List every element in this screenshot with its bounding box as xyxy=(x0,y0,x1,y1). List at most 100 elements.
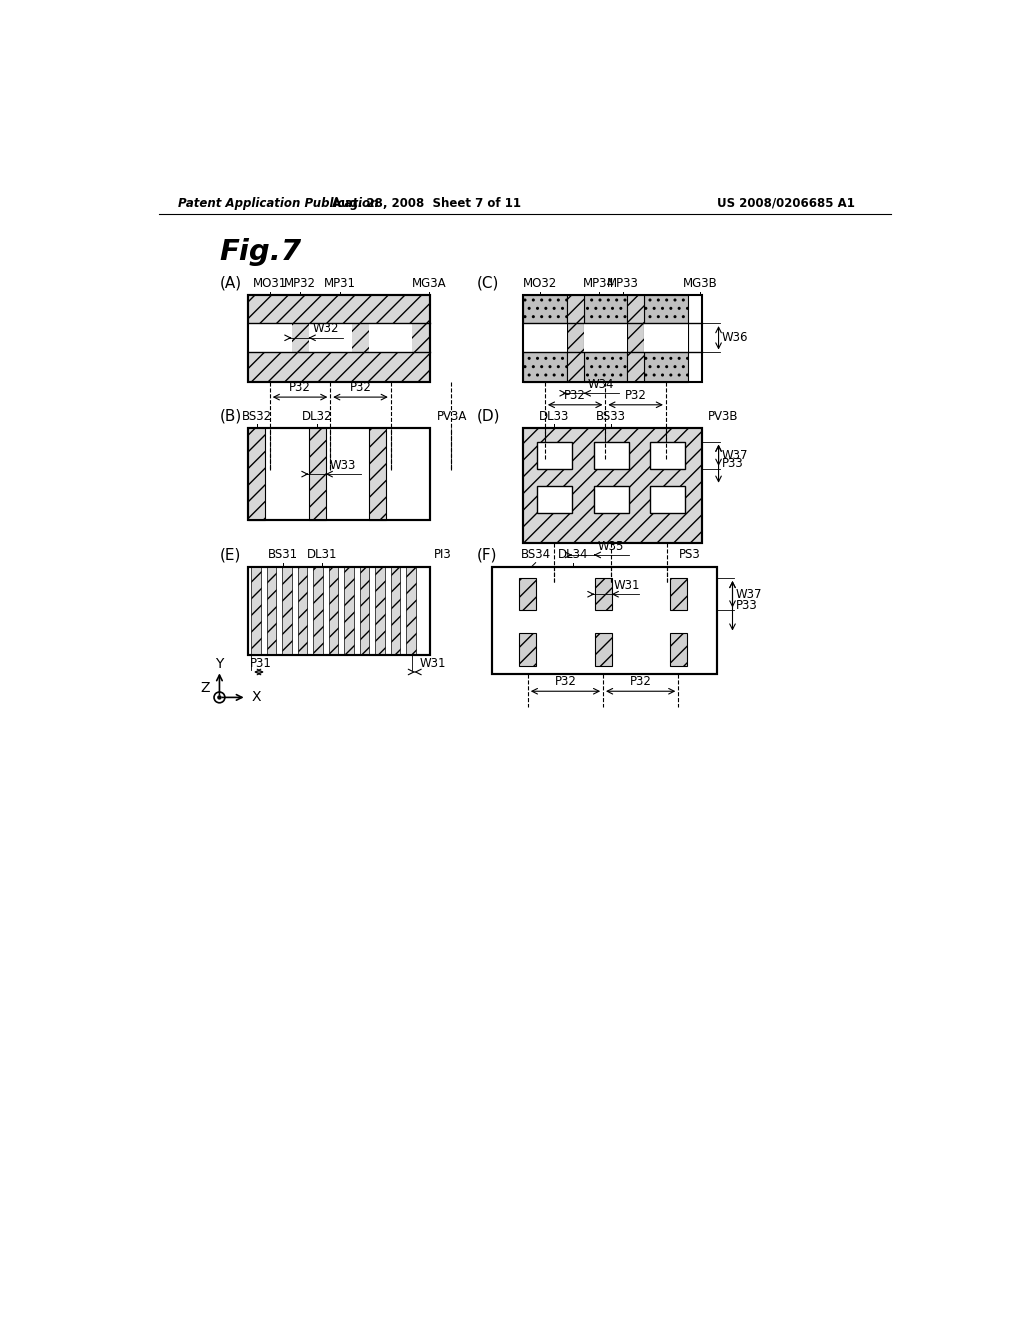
Bar xyxy=(369,428,386,520)
Bar xyxy=(248,323,292,352)
Bar xyxy=(248,428,430,520)
Bar xyxy=(644,296,687,381)
Text: (F): (F) xyxy=(477,548,498,562)
Text: W31: W31 xyxy=(420,656,445,669)
Bar xyxy=(493,566,717,675)
Text: MP34: MP34 xyxy=(584,277,615,290)
Bar xyxy=(538,442,572,469)
Bar xyxy=(566,296,584,381)
Text: W32: W32 xyxy=(312,322,339,335)
Bar xyxy=(670,634,687,665)
Bar xyxy=(523,296,566,381)
Text: MG3A: MG3A xyxy=(412,277,446,290)
Bar xyxy=(248,566,430,655)
Text: MO31: MO31 xyxy=(253,277,287,290)
Text: W34: W34 xyxy=(588,378,614,391)
Text: Z: Z xyxy=(201,681,210,696)
Bar xyxy=(595,634,611,665)
Text: (E): (E) xyxy=(219,548,241,562)
Text: Y: Y xyxy=(215,657,223,672)
Text: DL32: DL32 xyxy=(302,409,333,422)
Text: DL33: DL33 xyxy=(539,409,569,422)
Text: BS34: BS34 xyxy=(520,548,551,561)
Text: P32: P32 xyxy=(564,388,586,401)
Text: P31: P31 xyxy=(250,656,271,669)
Text: PS3: PS3 xyxy=(679,548,700,561)
Text: P32: P32 xyxy=(349,381,372,395)
Bar xyxy=(248,428,265,520)
Text: DL34: DL34 xyxy=(558,548,588,561)
Text: P32: P32 xyxy=(555,675,577,688)
Text: W33: W33 xyxy=(330,459,356,471)
Text: MO32: MO32 xyxy=(523,277,557,290)
Bar xyxy=(313,566,323,655)
Text: (A): (A) xyxy=(219,276,242,290)
Text: Aug. 28, 2008  Sheet 7 of 11: Aug. 28, 2008 Sheet 7 of 11 xyxy=(332,197,521,210)
Bar xyxy=(519,634,537,665)
Bar xyxy=(523,323,566,352)
Bar xyxy=(538,486,572,512)
Bar xyxy=(407,566,416,655)
Circle shape xyxy=(218,696,221,700)
Text: (D): (D) xyxy=(477,409,501,424)
Bar xyxy=(251,566,260,655)
Bar xyxy=(493,566,717,675)
Text: P33: P33 xyxy=(722,457,743,470)
Text: US 2008/0206685 A1: US 2008/0206685 A1 xyxy=(717,197,855,210)
Bar xyxy=(595,578,611,610)
Bar xyxy=(523,428,701,544)
Bar xyxy=(375,566,385,655)
Text: P33: P33 xyxy=(735,599,758,612)
Bar xyxy=(308,323,352,352)
Text: BS32: BS32 xyxy=(242,409,271,422)
Text: PV3B: PV3B xyxy=(708,409,738,422)
Text: W37: W37 xyxy=(735,587,762,601)
Bar xyxy=(298,566,307,655)
Bar xyxy=(329,566,338,655)
Text: W36: W36 xyxy=(722,331,749,345)
Bar xyxy=(523,296,701,381)
Bar xyxy=(584,296,627,381)
Text: Fig.7: Fig.7 xyxy=(219,239,302,267)
Text: (B): (B) xyxy=(219,409,242,424)
Text: W35: W35 xyxy=(598,540,624,553)
Bar xyxy=(627,296,644,381)
Bar xyxy=(519,578,537,610)
Bar xyxy=(266,566,276,655)
Text: P32: P32 xyxy=(625,388,646,401)
Bar xyxy=(644,323,687,352)
Bar xyxy=(359,566,369,655)
Bar xyxy=(248,566,430,655)
Text: W31: W31 xyxy=(614,579,640,591)
Text: P32: P32 xyxy=(289,381,311,395)
Text: BS31: BS31 xyxy=(268,548,298,561)
Text: BS33: BS33 xyxy=(596,409,626,422)
Text: P32: P32 xyxy=(630,675,651,688)
Text: (C): (C) xyxy=(477,276,499,290)
Bar xyxy=(594,442,629,469)
Text: X: X xyxy=(252,690,261,705)
Bar xyxy=(248,296,430,381)
Bar xyxy=(584,323,627,352)
Bar xyxy=(650,486,685,512)
Text: W37: W37 xyxy=(722,449,749,462)
Bar xyxy=(248,428,430,520)
Bar xyxy=(283,566,292,655)
Text: MP33: MP33 xyxy=(607,277,639,290)
Bar xyxy=(369,323,413,352)
Text: Patent Application Publication: Patent Application Publication xyxy=(178,197,379,210)
Text: PI3: PI3 xyxy=(434,548,452,561)
Bar xyxy=(594,486,629,512)
Bar xyxy=(391,566,400,655)
Bar xyxy=(344,566,353,655)
Bar xyxy=(308,428,326,520)
Text: PV3A: PV3A xyxy=(436,409,467,422)
Text: MG3B: MG3B xyxy=(683,277,718,290)
Text: DL31: DL31 xyxy=(306,548,337,561)
Bar xyxy=(670,578,687,610)
Bar xyxy=(650,442,685,469)
Bar xyxy=(248,296,430,381)
Bar xyxy=(523,428,701,544)
Text: MP32: MP32 xyxy=(284,277,316,290)
Text: MP31: MP31 xyxy=(324,277,355,290)
